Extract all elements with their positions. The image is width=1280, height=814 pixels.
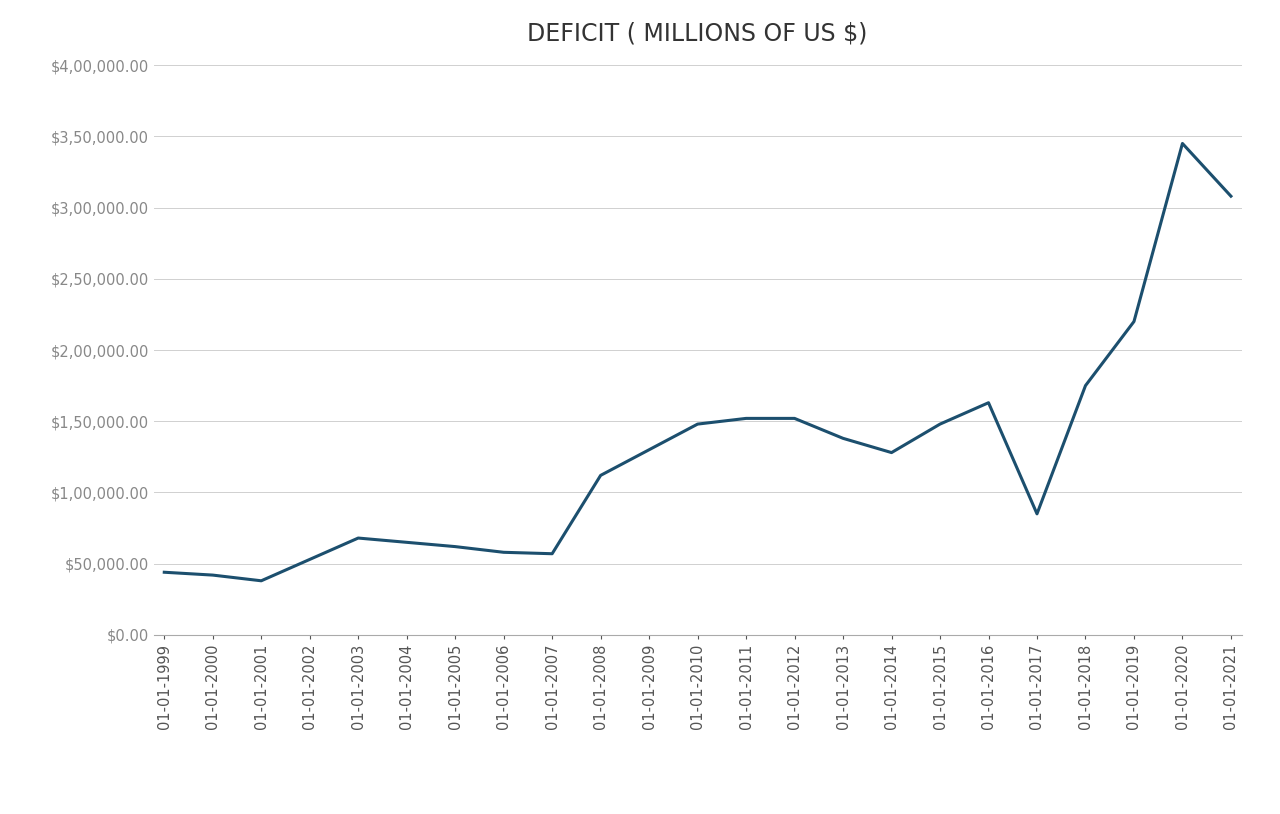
Title: DEFICIT ( MILLIONS OF US $): DEFICIT ( MILLIONS OF US $) [527,21,868,45]
